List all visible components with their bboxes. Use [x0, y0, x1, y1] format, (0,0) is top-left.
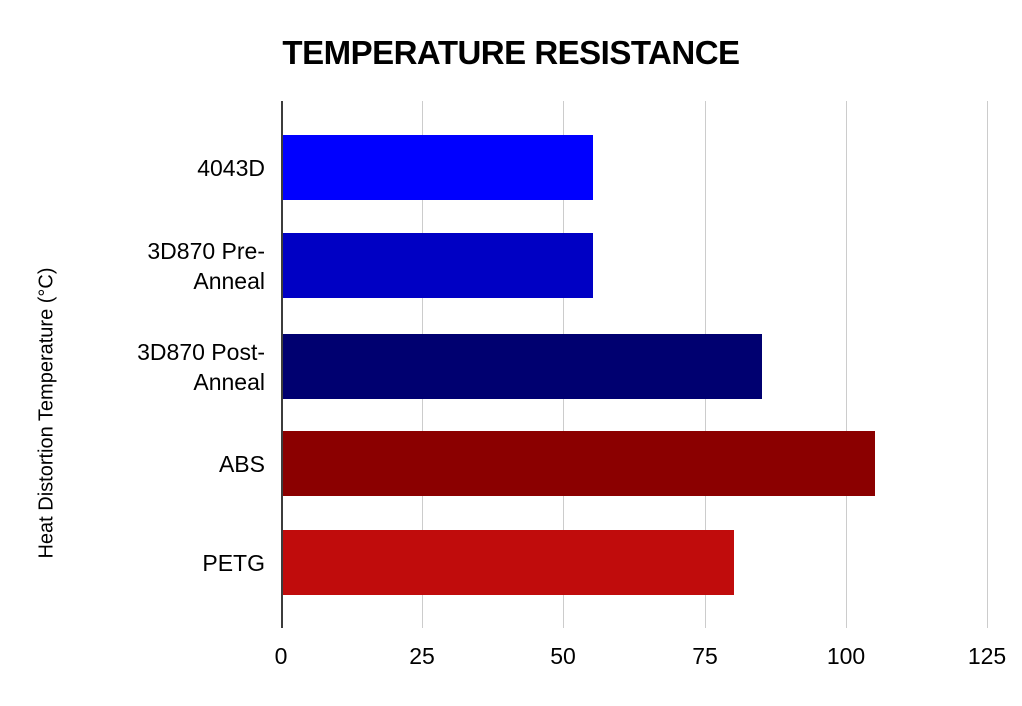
bar-3d870-post-anneal — [282, 334, 762, 399]
category-label-3d870-post-anneal: 3D870 Post-Anneal — [137, 338, 265, 395]
x-tick-label-25: 25 — [409, 643, 435, 669]
category-label-3d870-pre-anneal: 3D870 Pre-Anneal — [147, 237, 265, 294]
bar-4043d — [282, 135, 593, 200]
category-label-4043d: 4043D — [197, 154, 265, 181]
bar-abs — [282, 431, 875, 496]
x-tick-label-50: 50 — [550, 643, 576, 669]
x-tick-label-0: 0 — [274, 643, 288, 669]
category-label-petg: PETG — [202, 549, 265, 576]
gridline-125 — [987, 101, 988, 628]
gridline-100 — [846, 101, 847, 628]
x-tick-label-100: 100 — [826, 643, 866, 669]
category-label-abs: ABS — [218, 450, 265, 477]
chart-title: TEMPERATURE RESISTANCE — [282, 34, 740, 71]
x-tick-label-125: 125 — [967, 643, 1007, 669]
bar-petg — [282, 530, 734, 595]
value-axis-line — [281, 101, 283, 628]
bar-3d870-pre-anneal — [282, 233, 593, 298]
x-tick-label-75: 75 — [692, 643, 718, 669]
